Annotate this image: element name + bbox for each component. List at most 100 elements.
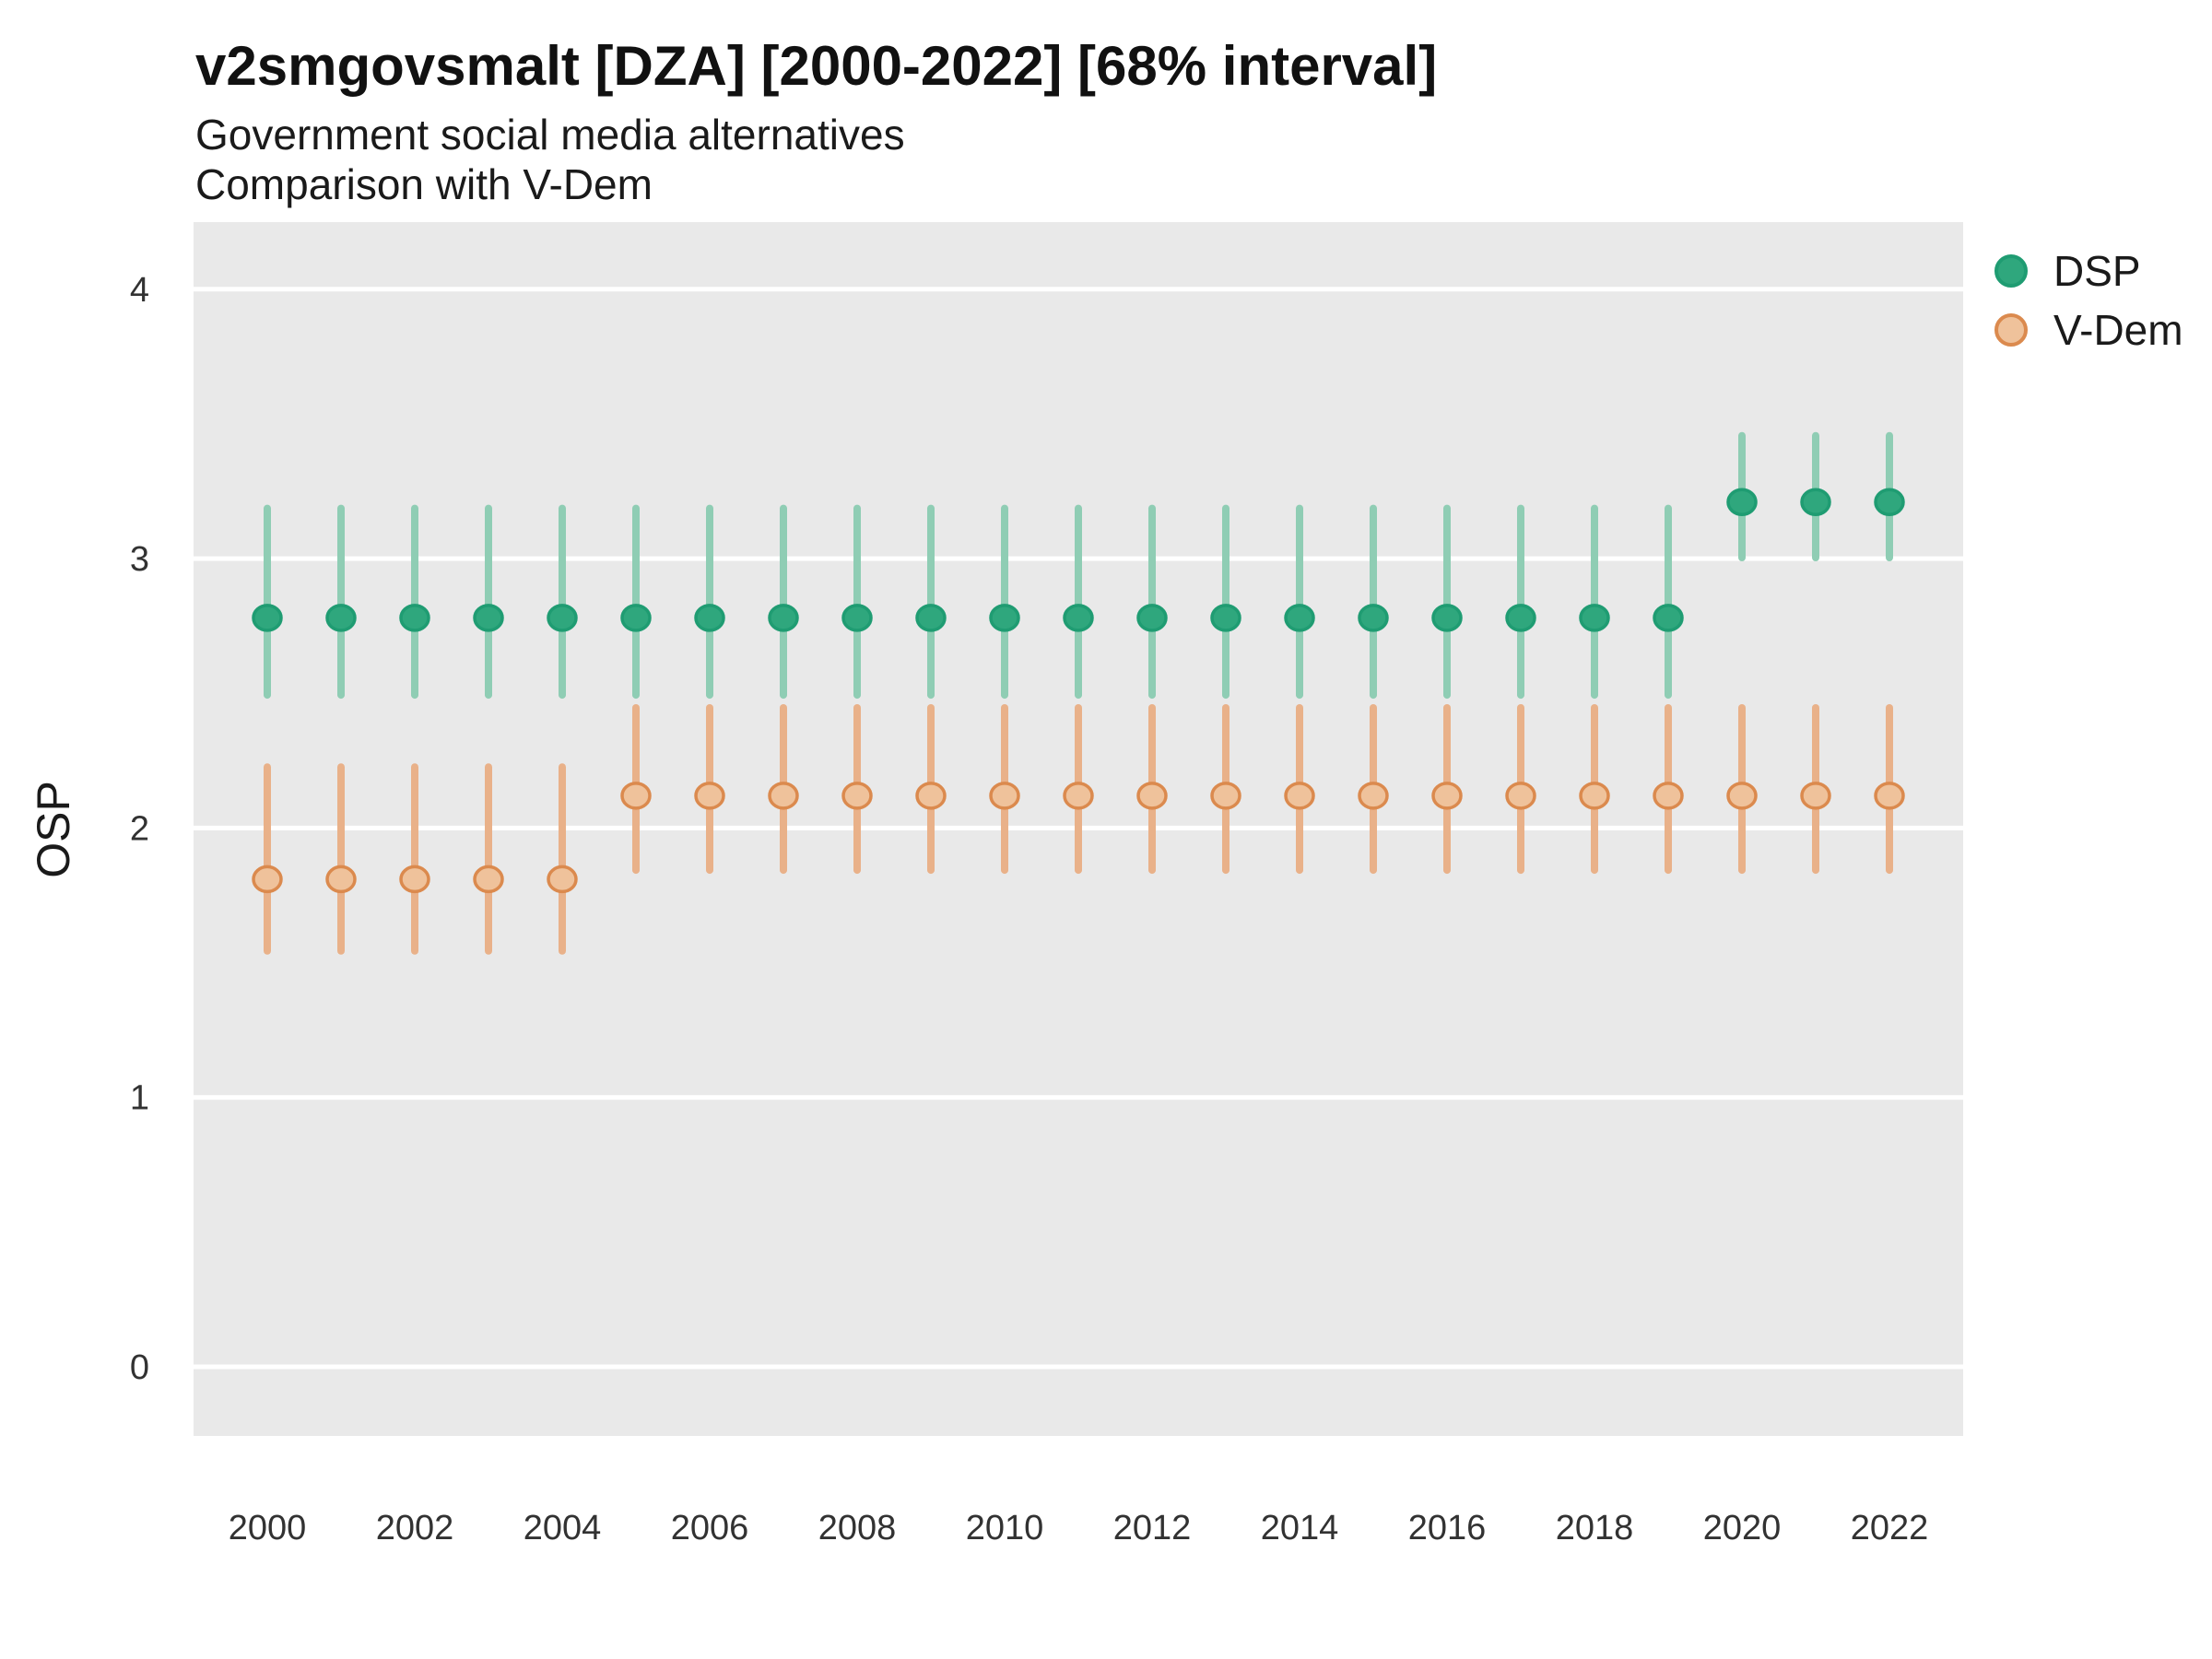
- data-point: [768, 782, 799, 810]
- x-tick-label: 2010: [966, 1509, 1044, 1547]
- interval-bar: [264, 763, 271, 955]
- data-point: [620, 604, 652, 632]
- interval-bar: [559, 504, 566, 700]
- interval-bar: [411, 763, 418, 955]
- data-point: [252, 604, 283, 632]
- dsp-legend-label: DSP: [2053, 247, 2141, 295]
- interval-bar: [1591, 504, 1598, 700]
- x-tick-label: 2004: [524, 1509, 602, 1547]
- y-tick-label: 2: [130, 809, 149, 848]
- data-point: [1579, 782, 1610, 810]
- interval-bar: [559, 763, 566, 955]
- data-point: [1800, 782, 1831, 810]
- x-tick-label: 2020: [1703, 1509, 1782, 1547]
- interval-bar: [1001, 504, 1008, 700]
- data-point: [915, 782, 947, 810]
- data-point: [1210, 604, 1241, 632]
- data-point: [252, 865, 283, 894]
- vdem-series: [252, 703, 1905, 955]
- legend-item-dsp: DSP: [1994, 247, 2141, 295]
- data-point: [1431, 604, 1463, 632]
- x-tick-label: 2018: [1556, 1509, 1634, 1547]
- interval-bar: [1517, 504, 1524, 700]
- data-point: [915, 604, 947, 632]
- interval-bar: [780, 504, 787, 700]
- data-point: [1726, 782, 1758, 810]
- data-point: [841, 782, 873, 810]
- interval-bar: [1443, 504, 1451, 700]
- data-point: [1874, 488, 1905, 516]
- legend: DSP V-Dem: [1994, 247, 2183, 354]
- data-point: [1579, 604, 1610, 632]
- data-point: [399, 865, 430, 894]
- data-point: [989, 604, 1020, 632]
- y-axis-title: OSP: [28, 781, 79, 878]
- data-point: [1874, 782, 1905, 810]
- data-point: [1063, 604, 1094, 632]
- data-point: [1210, 782, 1241, 810]
- interval-bar: [1222, 504, 1230, 700]
- x-tick-label: 2002: [376, 1509, 454, 1547]
- data-point: [694, 782, 725, 810]
- interval-bar: [1665, 504, 1672, 700]
- interval-bar: [1148, 504, 1156, 700]
- data-point: [989, 782, 1020, 810]
- data-point: [1284, 604, 1315, 632]
- interval-bar: [853, 504, 861, 700]
- interval-bar: [1370, 504, 1377, 700]
- data-point: [1653, 782, 1684, 810]
- chart-subtitle-line1: Government social media alternatives: [195, 111, 905, 159]
- y-tick-label: 4: [130, 271, 149, 310]
- interval-bar: [264, 504, 271, 700]
- series-layer: [252, 431, 1905, 955]
- vdem-legend-dot-icon: [1994, 313, 2028, 347]
- interval-bar: [706, 504, 713, 700]
- data-point: [1136, 782, 1168, 810]
- data-point: [694, 604, 725, 632]
- interval-bar: [1296, 504, 1303, 700]
- x-tick-label: 2012: [1113, 1509, 1192, 1547]
- x-tick-label: 2000: [229, 1509, 307, 1547]
- data-point: [325, 865, 357, 894]
- interval-bar: [337, 763, 345, 955]
- legend-item-vdem: V-Dem: [1994, 306, 2183, 354]
- chart-title: v2smgovsmalt [DZA] [2000-2022] [68% inte…: [195, 35, 1437, 97]
- data-point: [1063, 782, 1094, 810]
- y-tick-label: 0: [130, 1348, 149, 1387]
- interval-bar: [632, 504, 640, 700]
- data-point: [620, 782, 652, 810]
- interval-bar: [927, 504, 935, 700]
- data-point: [1358, 604, 1389, 632]
- interval-bar: [485, 504, 492, 700]
- y-tick-label: 3: [130, 540, 149, 579]
- vdem-legend-label: V-Dem: [2053, 306, 2183, 354]
- x-tick-label: 2008: [818, 1509, 897, 1547]
- interval-bar: [1075, 504, 1082, 700]
- dsp-series: [252, 431, 1905, 700]
- data-point: [1726, 488, 1758, 516]
- data-point: [325, 604, 357, 632]
- x-tick-label: 2016: [1408, 1509, 1487, 1547]
- data-point: [1653, 604, 1684, 632]
- x-axis-tick-labels: 2000 2002 2004 2006 2008 2010 2012 2014 2016 2018…: [229, 1509, 1929, 1547]
- interval-bar: [485, 763, 492, 955]
- data-point: [1358, 782, 1389, 810]
- chart-subtitle-line2: Comparison with V-Dem: [195, 160, 653, 208]
- data-point: [1284, 782, 1315, 810]
- y-tick-label: 1: [130, 1079, 149, 1118]
- interval-bar: [337, 504, 345, 700]
- data-point: [1136, 604, 1168, 632]
- interval-bar: [411, 504, 418, 700]
- data-point: [1800, 488, 1831, 516]
- data-point: [1431, 782, 1463, 810]
- data-point: [768, 604, 799, 632]
- x-tick-label: 2022: [1851, 1509, 1929, 1547]
- x-tick-label: 2006: [671, 1509, 749, 1547]
- data-point: [399, 604, 430, 632]
- data-point: [547, 865, 578, 894]
- data-point: [1505, 782, 1536, 810]
- data-point: [1505, 604, 1536, 632]
- data-point: [841, 604, 873, 632]
- data-point: [473, 865, 504, 894]
